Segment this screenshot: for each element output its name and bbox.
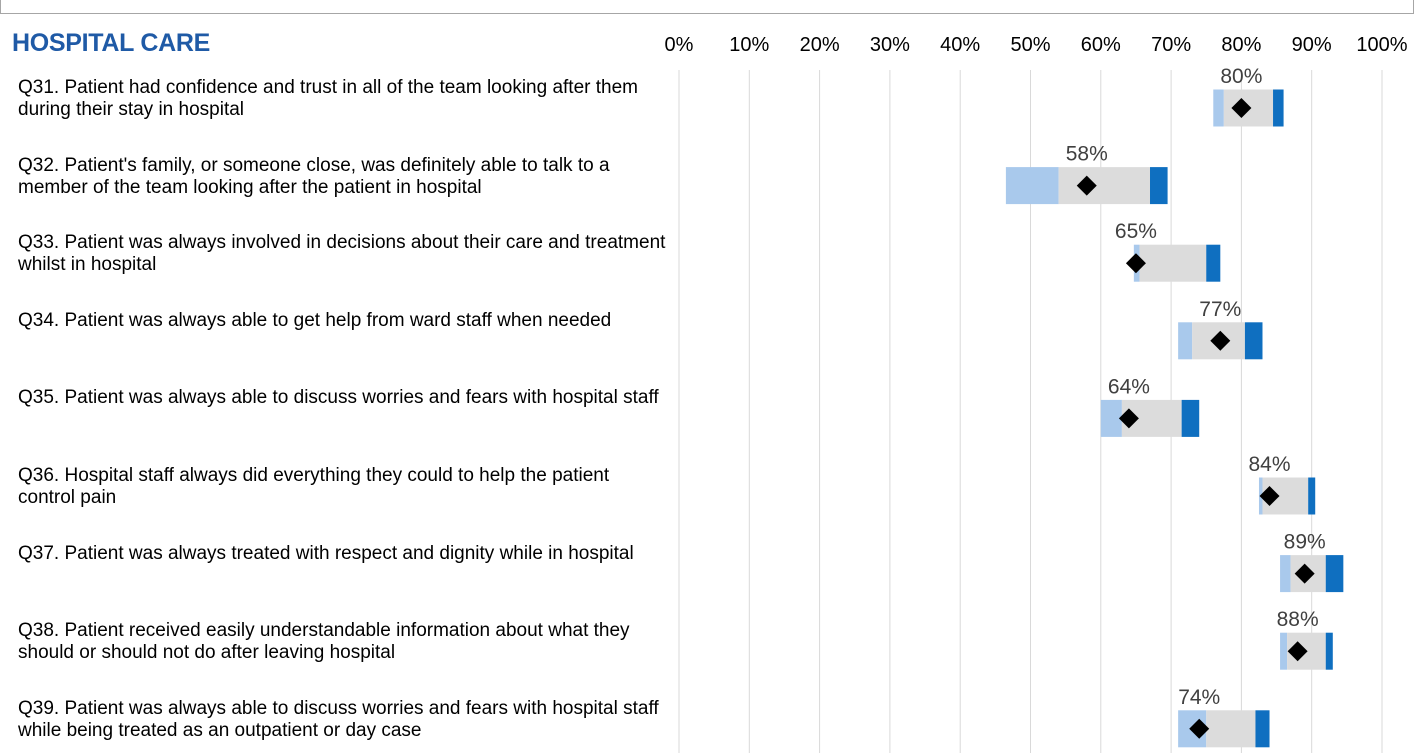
x-tick-label: 60% [1081,34,1121,56]
result-marker [1210,330,1231,351]
question-label: Q33. Patient was always involved in deci… [18,232,666,276]
x-tick-label: 20% [800,34,840,56]
question-label: Q32. Patient's family, or someone close,… [18,154,610,198]
result-marker [1189,718,1210,739]
x-tick-label: 100% [1356,34,1407,56]
result-marker [1259,486,1280,506]
value-label: 77% [1199,298,1241,321]
question-label: Q34. Patient was always able to get help… [18,309,612,331]
question-label: Q38. Patient received easily understanda… [18,620,630,664]
x-tick-label: 40% [940,34,980,56]
question-label: Q37. Patient was always treated with res… [18,542,634,564]
x-tick-label: 80% [1221,34,1261,56]
upper-band [1206,244,1221,282]
upper-band [1273,89,1284,127]
upper-band [1181,399,1200,437]
result-marker [1231,98,1252,118]
lower-band [1280,555,1291,593]
middle-band [1139,244,1207,282]
question-label: Q35. Patient was always able to discuss … [18,387,659,409]
lower-band [1213,89,1224,127]
x-tick-label: 10% [729,34,769,56]
result-marker [1125,253,1146,274]
upper-band [1255,710,1270,748]
section-title: HOSPITAL CARE [12,29,210,57]
result-marker [1287,641,1308,662]
result-marker [1076,175,1097,196]
value-label: 80% [1220,65,1262,88]
upper-band [1308,477,1316,515]
value-label: 88% [1277,608,1319,631]
value-label: 84% [1249,453,1291,476]
x-tick-label: 90% [1292,34,1332,56]
x-tick-label: 70% [1151,34,1191,56]
upper-band [1325,555,1344,593]
result-marker [1118,408,1139,429]
x-tick-label: 30% [870,34,910,56]
upper-band [1244,322,1263,360]
panel-border [0,0,1414,14]
lower-band [1005,167,1059,205]
lower-band [1178,322,1193,360]
upper-band [1150,167,1168,205]
value-label: 58% [1066,143,1108,166]
question-label: Q39. Patient was always able to discuss … [18,697,659,741]
middle-band [1206,710,1256,748]
question-label: Q36. Hospital staff always did everythin… [18,465,610,508]
result-marker [1294,563,1315,584]
lower-band [1100,399,1122,437]
x-tick-label: 50% [1010,34,1050,56]
question-label: Q31. Patient had confidence and trust in… [18,77,638,120]
value-label: 65% [1115,220,1157,243]
lower-band [1280,632,1288,670]
upper-band [1325,632,1333,670]
value-label: 64% [1108,375,1150,398]
value-label: 74% [1178,686,1220,709]
middle-band [1058,167,1151,205]
x-tick-label: 0% [665,34,694,56]
value-label: 89% [1284,531,1326,554]
